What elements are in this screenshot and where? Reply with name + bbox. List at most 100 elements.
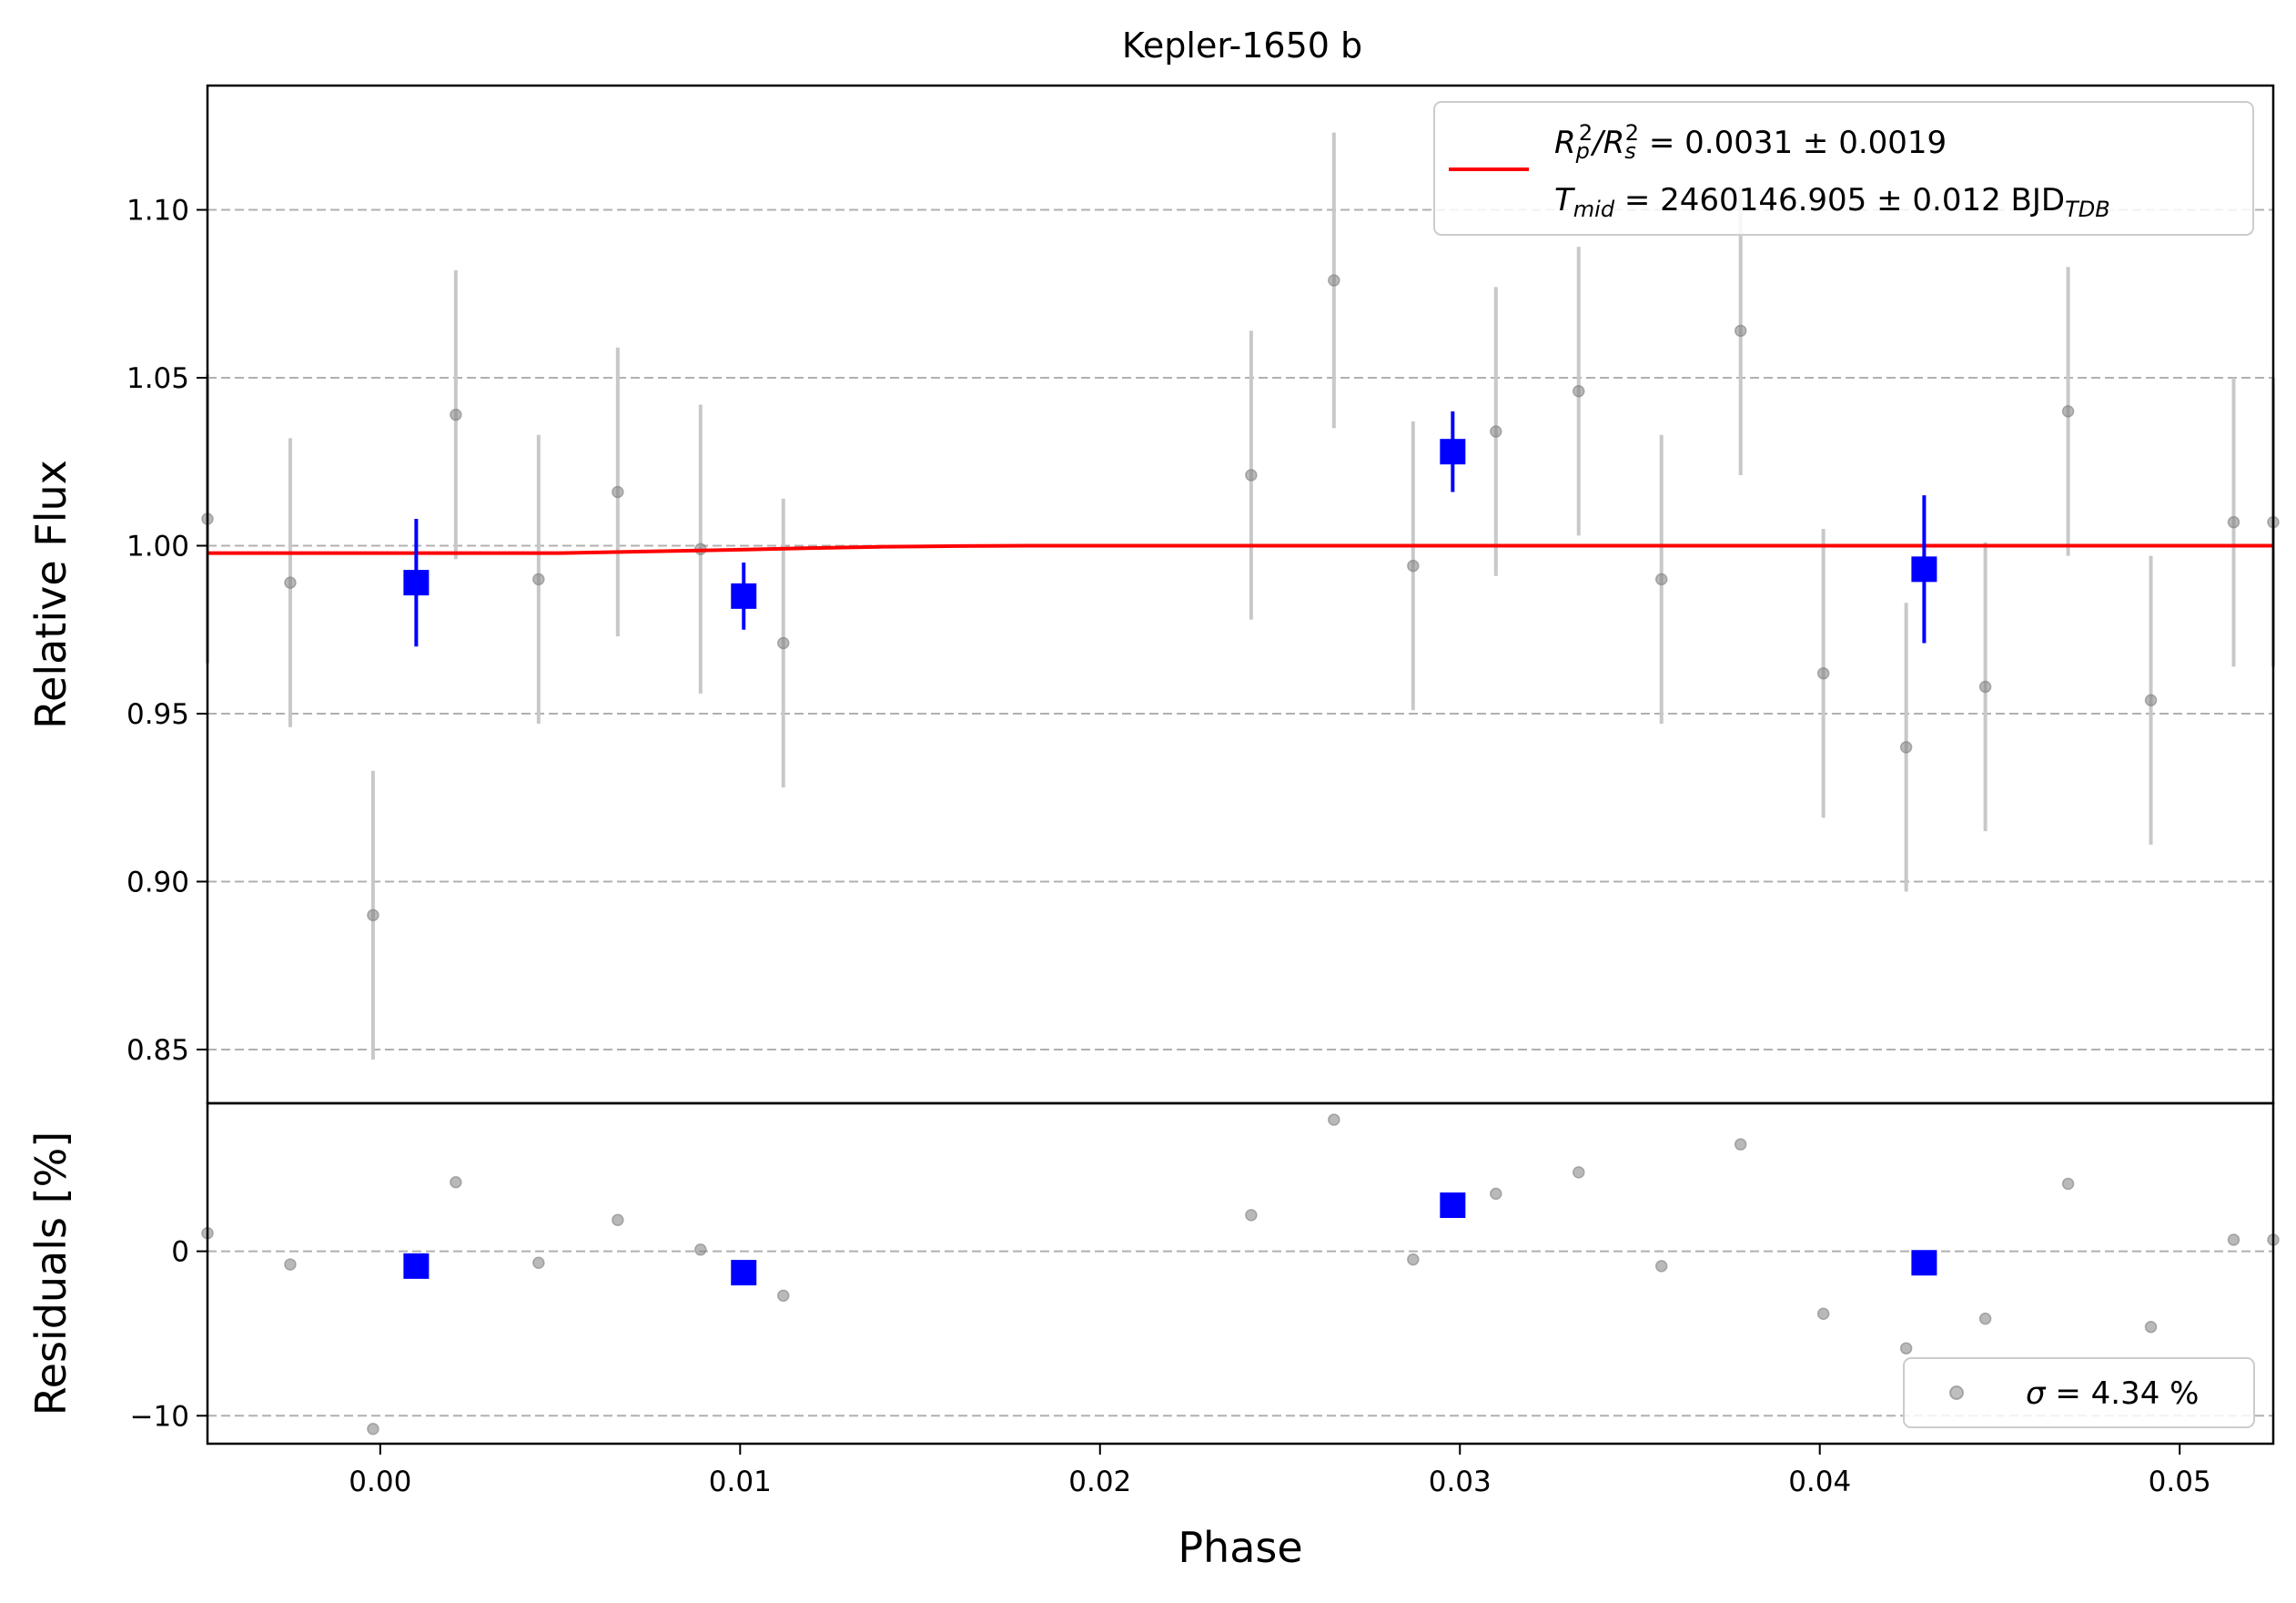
raw-point bbox=[450, 408, 462, 421]
residual-raw-point bbox=[367, 1422, 379, 1436]
raw-point bbox=[1734, 324, 1747, 338]
binned-points bbox=[403, 439, 1937, 609]
flux-legend: Rp2/Rs2 = 0.0031 ± 0.0019 Tmid = 2460146… bbox=[1433, 101, 2254, 236]
binned-point bbox=[1440, 439, 1466, 465]
residual-binned-point bbox=[731, 1260, 757, 1286]
transit-model-line bbox=[207, 543, 2273, 555]
flux-y-axis-label: Relative Flux bbox=[26, 460, 76, 729]
legend-tmid-symbol: T bbox=[1554, 182, 1575, 218]
raw-point bbox=[532, 573, 545, 586]
flux-legend-box bbox=[1433, 101, 2254, 236]
binned-point bbox=[731, 583, 757, 609]
raw-point bbox=[1978, 680, 1992, 694]
residual-raw-point bbox=[1734, 1138, 1747, 1151]
residuals-y-ticks: −10 0 bbox=[130, 1236, 207, 1433]
residuals-y-axis-label: Residuals [%] bbox=[26, 1131, 76, 1415]
raw-point bbox=[367, 908, 379, 922]
residual-raw-point bbox=[2061, 1177, 2075, 1191]
residual-raw-point bbox=[1245, 1209, 1258, 1222]
residual-raw-point bbox=[1572, 1166, 1585, 1179]
residual-raw-point bbox=[1490, 1187, 1502, 1201]
flux-grid bbox=[207, 208, 2273, 1050]
x-axis-label: Phase bbox=[1178, 1523, 1302, 1572]
x-tick-label: 0.03 bbox=[1429, 1466, 1492, 1498]
residuals-panel-frame bbox=[206, 1101, 2275, 1446]
residual-binned-point bbox=[403, 1253, 430, 1279]
legend-rs-sub: s bbox=[1624, 138, 1636, 164]
legend-tmid-entry: Tmid = 2460146.905 ± 0.012 BJDTDB bbox=[1554, 182, 2110, 222]
x-axis-ticks: 0.00 0.01 0.02 0.03 0.04 0.05 bbox=[349, 1444, 2211, 1498]
raw-error-bars bbox=[206, 132, 2275, 1060]
residual-binned-point bbox=[1440, 1192, 1466, 1219]
raw-point bbox=[1899, 741, 1913, 754]
residual-raw-point bbox=[2227, 1233, 2240, 1246]
residual-raw-point bbox=[284, 1258, 297, 1271]
raw-point bbox=[1572, 385, 1585, 398]
raw-points bbox=[201, 274, 2280, 922]
flux-y-tick-label: 1.10 bbox=[126, 195, 189, 228]
x-tick-label: 0.01 bbox=[709, 1466, 772, 1498]
x-tick-label: 0.00 bbox=[349, 1466, 411, 1498]
residuals-legend-box bbox=[1903, 1357, 2255, 1428]
legend-rs-sup: 2 bbox=[1625, 120, 1639, 146]
residual-raw-point bbox=[1816, 1307, 1830, 1321]
residual-raw-point bbox=[612, 1213, 624, 1227]
raw-point bbox=[2227, 515, 2240, 529]
residuals-y-tick-label: −10 bbox=[130, 1400, 189, 1433]
legend-rs-symbol: /R bbox=[1590, 125, 1624, 161]
chart-title: Kepler-1650 b bbox=[1122, 25, 1362, 66]
legend-rp-sup: 2 bbox=[1579, 120, 1593, 146]
flux-y-tick-label: 0.90 bbox=[126, 866, 189, 898]
residual-raw-point bbox=[1899, 1342, 1913, 1354]
legend-residual-marker bbox=[1949, 1385, 1964, 1400]
raw-point bbox=[284, 576, 297, 589]
flux-y-tick-label: 1.00 bbox=[126, 530, 189, 563]
residual-raw-point bbox=[450, 1175, 462, 1189]
legend-sigma-value: = 4.34 % bbox=[2046, 1375, 2200, 1412]
legend-rp-rs-value: = 0.0031 ± 0.0019 bbox=[1639, 125, 1947, 161]
residual-binned-point bbox=[1911, 1250, 1937, 1276]
residual-raw-point bbox=[694, 1243, 707, 1256]
residual-raw-point bbox=[532, 1256, 545, 1270]
legend-tdb-sub: TDB bbox=[2065, 197, 2110, 222]
legend-sigma-symbol: σ bbox=[2026, 1375, 2047, 1412]
raw-point bbox=[1328, 274, 1340, 287]
raw-point bbox=[1245, 469, 1258, 482]
legend-tmid-sub: mid bbox=[1573, 197, 1615, 222]
flux-y-ticks: 0.85 0.90 0.95 1.00 1.05 1.10 bbox=[126, 195, 207, 1067]
legend-rp-rs-entry: Rp2/Rs2 = 0.0031 ± 0.0019 bbox=[1554, 120, 1947, 164]
residual-binned-points bbox=[403, 1192, 1937, 1286]
x-tick-label: 0.02 bbox=[1068, 1466, 1131, 1498]
flux-y-tick-label: 1.05 bbox=[126, 362, 189, 395]
binned-error-bars bbox=[414, 411, 1927, 647]
raw-point bbox=[777, 636, 790, 650]
raw-point bbox=[1407, 559, 1420, 573]
raw-point bbox=[2061, 405, 2075, 418]
residuals-legend: σ = 4.34 % bbox=[1903, 1357, 2255, 1428]
legend-rp-sub: p bbox=[1575, 138, 1590, 164]
x-tick-label: 0.05 bbox=[2149, 1466, 2211, 1498]
legend-sigma-entry: σ = 4.34 % bbox=[2026, 1375, 2199, 1412]
legend-tmid-value: = 2460146.905 ± 0.012 BJD bbox=[1614, 182, 2065, 218]
flux-panel-frame bbox=[206, 84, 2275, 1105]
raw-point bbox=[1654, 573, 1668, 586]
residual-raw-point bbox=[1328, 1113, 1340, 1126]
residual-raw-point bbox=[1978, 1312, 1992, 1325]
residuals-panel: −10 0 σ = 4.34 % bbox=[130, 1101, 2280, 1446]
residuals-y-tick-label: 0 bbox=[171, 1236, 189, 1269]
raw-point bbox=[1816, 666, 1830, 680]
x-tick-label: 0.04 bbox=[1788, 1466, 1851, 1498]
flux-panel: 0.850.900.951.001.051.10 Rp2/Rs2 = 0.003… bbox=[126, 84, 2280, 1105]
flux-y-tick-label: 0.85 bbox=[126, 1034, 189, 1067]
raw-point bbox=[2144, 694, 2158, 706]
residual-raw-point bbox=[1654, 1260, 1668, 1273]
residual-raw-point bbox=[1407, 1253, 1420, 1266]
legend-rp-symbol: R bbox=[1554, 125, 1576, 161]
residual-raw-point bbox=[2144, 1320, 2158, 1334]
flux-y-tick-label: 0.95 bbox=[126, 698, 189, 731]
binned-point bbox=[403, 570, 430, 596]
binned-point bbox=[1911, 556, 1937, 583]
residual-raw-point bbox=[777, 1289, 790, 1303]
raw-point bbox=[612, 485, 624, 499]
